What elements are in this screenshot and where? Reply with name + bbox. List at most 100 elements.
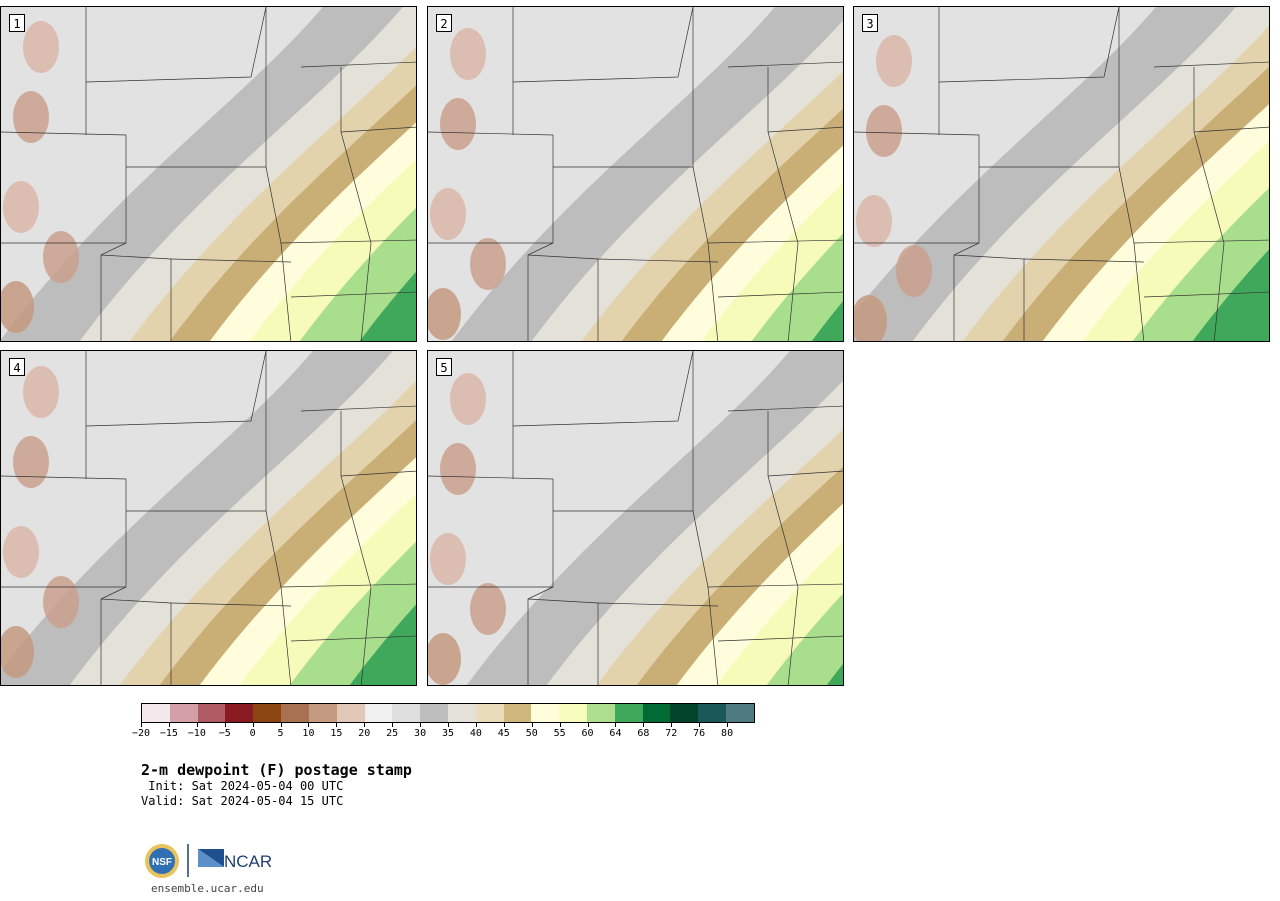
colorbar-swatch (614, 704, 643, 722)
state-border (340, 67, 372, 341)
colorbar-swatch (392, 704, 421, 722)
colorbar-swatch (253, 704, 282, 722)
nsf-logo-text: NSF (152, 857, 172, 868)
state-border (512, 7, 694, 83)
dewpoint-map-4 (1, 351, 416, 685)
state-border (340, 126, 416, 133)
colorbar-swatch (587, 704, 615, 722)
terrain-dry-area (866, 105, 902, 157)
colorbar-swatch (420, 704, 448, 722)
colorbar-swatch (503, 704, 532, 722)
ncar-logo-text: NCAR (224, 852, 272, 871)
colorbar-tick (280, 722, 282, 727)
map-panel-1: 1 (0, 6, 417, 342)
state-border (717, 291, 843, 298)
nsf-ncar-logo: NSF NCAR (145, 844, 272, 878)
dewpoint-band (1192, 249, 1269, 341)
colorbar-tick (308, 722, 310, 727)
colorbar-tick-label: 80 (721, 728, 734, 739)
colorbar-tick (503, 722, 505, 727)
chart-title: 2-m dewpoint (F) postage stamp (141, 761, 412, 779)
state-border (340, 470, 416, 477)
terrain-dry-area (430, 188, 466, 240)
colorbar-tick-label: 25 (386, 728, 399, 739)
colorbar-swatch (698, 704, 727, 722)
state-border (428, 475, 554, 588)
state-border (340, 411, 372, 685)
valid-time: Valid: Sat 2024-05-04 15 UTC (141, 794, 344, 808)
colorbar-tick-label: −20 (131, 728, 151, 739)
state-border (597, 258, 719, 263)
terrain-dry-area (3, 526, 39, 578)
member-label-5: 5 (436, 358, 452, 376)
terrain-dry-area (43, 231, 79, 283)
state-border (126, 166, 416, 244)
colorbar-tick-label: 20 (358, 728, 371, 739)
state-border (767, 67, 799, 341)
terrain-dry-area (430, 533, 466, 585)
colorbar-tick-label: 35 (441, 728, 455, 739)
colorbar-tick (587, 722, 589, 727)
colorbar-ticks: −20 −15 −10 −5 0 5 10 15 20 25 30 35 40 45 50 55 60 64 68 7… (132, 722, 755, 742)
dewpoint-map-5 (428, 351, 843, 685)
terrain-dry-area (428, 288, 461, 340)
colorbar-swatch (197, 704, 226, 722)
colorbar-tick (196, 722, 198, 727)
colorbar-tick (224, 722, 226, 727)
member-label-4: 4 (9, 358, 25, 376)
state-border (717, 635, 843, 642)
colorbar-tick-label: 68 (637, 728, 650, 739)
colorbar-tick-label: 50 (525, 728, 538, 739)
state-border (938, 7, 1120, 83)
terrain-dry-area (3, 181, 39, 233)
dewpoint-band (811, 301, 843, 341)
state-border (512, 351, 694, 427)
state-border (767, 126, 843, 133)
terrain-dry-area (23, 21, 59, 73)
dewpoint-band (751, 233, 843, 341)
terrain-dry-area (440, 443, 476, 495)
colorbar-tick (420, 722, 422, 727)
colorbar-swatch (169, 704, 198, 722)
terrain-dry-area (13, 436, 49, 488)
state-border (85, 7, 267, 83)
state-border (1023, 258, 1145, 263)
state-border (707, 242, 719, 341)
state-border (290, 291, 416, 298)
colorbar-tick-label: 72 (665, 728, 678, 739)
colorbar-tick (559, 722, 561, 727)
colorbar-tick (475, 722, 477, 727)
state-border (553, 166, 843, 244)
dewpoint-band (349, 604, 416, 685)
colorbar-tick (531, 722, 533, 727)
terrain-dry-area (856, 195, 892, 247)
dewpoint-map-2 (428, 7, 843, 341)
colorbar-tick (643, 722, 645, 727)
colorbar-tick (699, 722, 701, 727)
colorbar-tick-label: 76 (693, 728, 706, 739)
dewpoint-band (766, 593, 843, 685)
terrain-dry-area (1, 626, 34, 678)
state-border (1133, 242, 1145, 341)
map-panel-4: 4 (0, 350, 417, 686)
dewpoint-band (826, 663, 843, 685)
map-panel-2: 2 (427, 6, 844, 342)
terrain-dry-area (896, 245, 932, 297)
colorbar-tick-label: 15 (330, 728, 343, 739)
terrain-dry-area (450, 28, 486, 80)
state-border (428, 131, 554, 244)
state-border (126, 510, 416, 588)
colorbar-swatch (670, 704, 699, 722)
colorbar-tick (448, 722, 449, 727)
state-border (767, 470, 843, 477)
dewpoint-map-3 (854, 7, 1269, 341)
colorbar-tick-label: 64 (609, 728, 622, 739)
terrain-dry-area (470, 238, 506, 290)
state-border (300, 61, 416, 68)
colorbar-tick (168, 722, 170, 727)
state-border (85, 351, 267, 427)
state-border (1193, 67, 1225, 341)
colorbar-swatch (336, 704, 365, 722)
colorbar-swatch (642, 704, 671, 722)
state-border (727, 61, 843, 68)
